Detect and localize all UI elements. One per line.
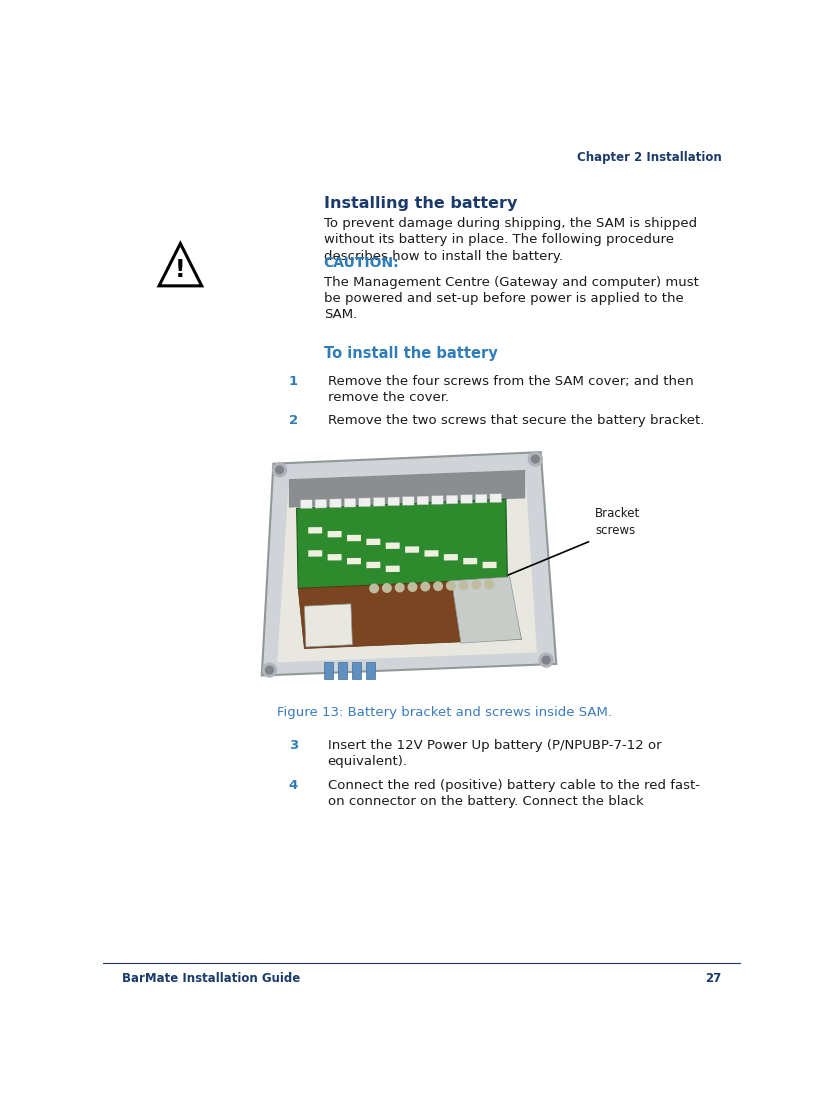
Circle shape [485, 580, 494, 588]
Polygon shape [431, 495, 444, 504]
Circle shape [408, 582, 416, 591]
Polygon shape [309, 550, 322, 557]
Circle shape [539, 653, 553, 667]
Text: Connect the red (positive) battery cable to the red fast-: Connect the red (positive) battery cable… [328, 778, 700, 792]
Polygon shape [366, 539, 380, 546]
Polygon shape [405, 547, 419, 552]
Circle shape [472, 580, 481, 589]
Circle shape [459, 581, 468, 589]
Text: To install the battery: To install the battery [323, 345, 497, 361]
Text: The Management Centre (Gateway and computer) must: The Management Centre (Gateway and compu… [323, 276, 699, 288]
Polygon shape [476, 494, 487, 503]
Polygon shape [374, 498, 385, 506]
Text: 3: 3 [289, 739, 298, 751]
Polygon shape [365, 662, 375, 680]
Polygon shape [351, 662, 361, 680]
Text: Remove the four screws from the SAM cover; and then: Remove the four screws from the SAM cove… [328, 376, 693, 388]
Polygon shape [366, 561, 380, 568]
Circle shape [272, 463, 286, 476]
Circle shape [421, 582, 430, 590]
Polygon shape [386, 566, 400, 572]
Polygon shape [452, 577, 522, 643]
Text: be powered and set-up before power is applied to the: be powered and set-up before power is ap… [323, 292, 683, 305]
Circle shape [395, 584, 404, 591]
Text: Figure 13: Battery bracket and screws inside SAM.: Figure 13: Battery bracket and screws in… [277, 707, 612, 719]
Polygon shape [330, 499, 342, 508]
Text: Bracket
screws: Bracket screws [595, 506, 640, 537]
Text: SAM.: SAM. [323, 309, 357, 321]
Text: 1: 1 [289, 376, 298, 388]
Polygon shape [425, 550, 439, 557]
Polygon shape [388, 498, 399, 505]
Polygon shape [305, 604, 352, 647]
Circle shape [542, 656, 550, 664]
Text: describes how to install the battery.: describes how to install the battery. [323, 249, 563, 263]
Circle shape [263, 663, 277, 678]
Text: 4: 4 [289, 778, 298, 792]
Polygon shape [300, 500, 312, 509]
Polygon shape [402, 496, 414, 505]
Polygon shape [347, 558, 361, 565]
Text: without its battery in place. The following procedure: without its battery in place. The follow… [323, 234, 674, 246]
Text: To prevent damage during shipping, the SAM is shipped: To prevent damage during shipping, the S… [323, 217, 697, 230]
Text: CAUTION:: CAUTION: [323, 256, 399, 269]
Text: !: ! [175, 258, 186, 283]
Polygon shape [298, 579, 522, 648]
Polygon shape [461, 494, 472, 503]
Polygon shape [315, 500, 327, 508]
Circle shape [528, 452, 542, 466]
Circle shape [383, 584, 391, 593]
Polygon shape [344, 499, 356, 508]
Polygon shape [417, 496, 429, 505]
Text: Chapter 2 Installation: Chapter 2 Installation [577, 151, 721, 164]
Polygon shape [337, 662, 347, 680]
Polygon shape [463, 558, 477, 565]
Polygon shape [328, 555, 342, 560]
Polygon shape [323, 662, 333, 680]
Text: 2: 2 [289, 414, 298, 427]
Polygon shape [262, 452, 556, 675]
Polygon shape [347, 534, 361, 541]
Polygon shape [446, 495, 458, 504]
Polygon shape [490, 494, 501, 502]
Circle shape [266, 666, 273, 674]
Polygon shape [309, 527, 322, 533]
Text: remove the cover.: remove the cover. [328, 391, 449, 405]
Polygon shape [296, 499, 508, 588]
Text: Installing the battery: Installing the battery [323, 196, 517, 211]
Text: equivalent).: equivalent). [328, 755, 407, 768]
Text: Remove the two screws that secure the battery bracket.: Remove the two screws that secure the ba… [328, 414, 704, 427]
Polygon shape [482, 561, 496, 568]
Polygon shape [359, 498, 370, 506]
Polygon shape [277, 470, 537, 662]
Text: 27: 27 [705, 972, 721, 985]
Circle shape [276, 466, 283, 474]
Text: Insert the 12V Power Up battery (P/NPUBP-7-12 or: Insert the 12V Power Up battery (P/NPUBP… [328, 739, 661, 751]
Circle shape [434, 581, 442, 590]
Circle shape [370, 585, 379, 593]
Text: on connector on the battery. Connect the black: on connector on the battery. Connect the… [328, 795, 644, 808]
Text: BarMate Installation Guide: BarMate Installation Guide [123, 972, 300, 985]
Polygon shape [386, 542, 400, 549]
Polygon shape [328, 531, 342, 538]
Polygon shape [444, 555, 458, 560]
Circle shape [532, 455, 539, 463]
Circle shape [447, 581, 455, 590]
Polygon shape [289, 470, 525, 508]
